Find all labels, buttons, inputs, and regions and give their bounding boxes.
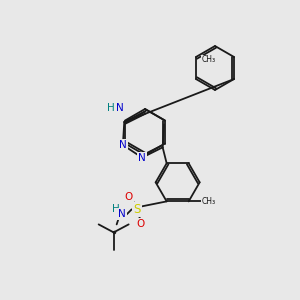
Text: N: N: [138, 153, 146, 163]
Text: N: N: [119, 140, 127, 150]
Text: CH₃: CH₃: [202, 56, 216, 64]
Text: N: N: [118, 209, 125, 219]
Text: O: O: [136, 219, 145, 230]
Text: H: H: [107, 103, 115, 113]
Text: H: H: [112, 204, 119, 214]
Text: N: N: [116, 103, 124, 113]
Text: CH₃: CH₃: [202, 197, 216, 206]
Text: O: O: [124, 192, 133, 203]
Text: S: S: [133, 203, 140, 216]
